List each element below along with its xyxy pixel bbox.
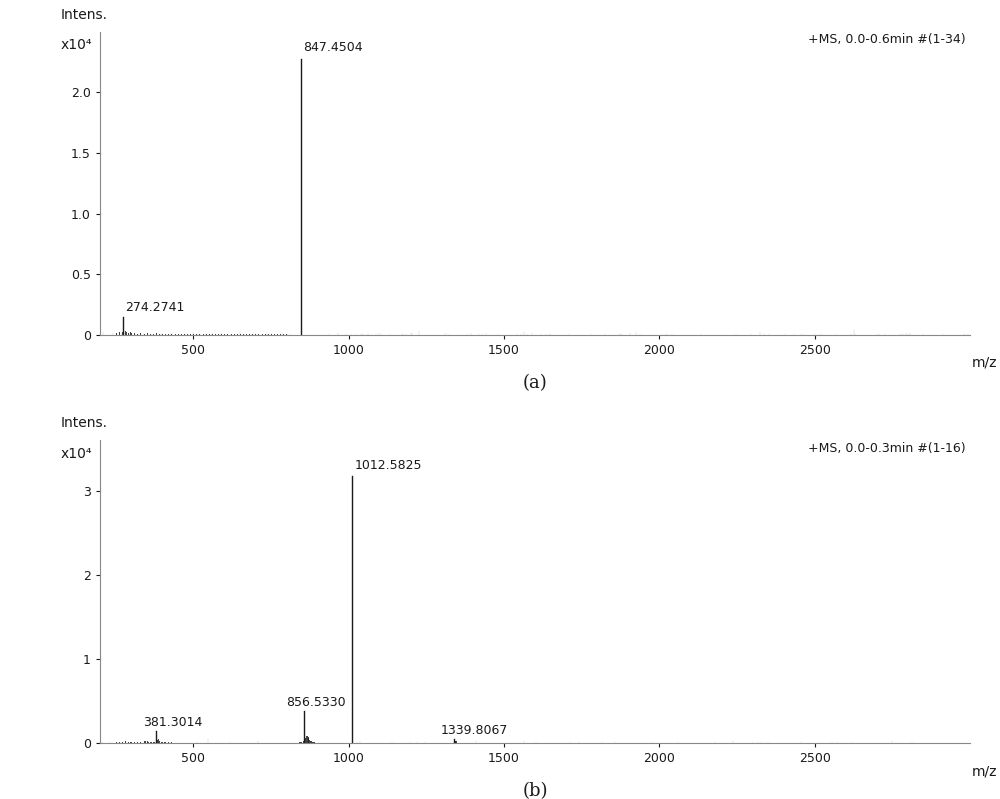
Text: 381.3014: 381.3014 (144, 716, 203, 729)
Text: Intens.: Intens. (61, 8, 108, 22)
Text: +MS, 0.0-0.3min #(1-16): +MS, 0.0-0.3min #(1-16) (808, 442, 966, 455)
Text: m/z: m/z (972, 356, 997, 370)
Text: 1012.5825: 1012.5825 (355, 459, 422, 472)
Text: Intens.: Intens. (61, 416, 108, 431)
Text: x10⁴: x10⁴ (61, 38, 92, 52)
Text: (a): (a) (523, 374, 547, 392)
Text: (b): (b) (522, 782, 548, 799)
Text: m/z: m/z (972, 765, 997, 778)
Text: 1339.8067: 1339.8067 (440, 724, 508, 737)
Text: 847.4504: 847.4504 (304, 41, 363, 54)
Text: 856.5330: 856.5330 (286, 696, 346, 709)
Text: 274.2741: 274.2741 (125, 301, 185, 314)
Text: x10⁴: x10⁴ (61, 447, 92, 460)
Text: +MS, 0.0-0.6min #(1-34): +MS, 0.0-0.6min #(1-34) (808, 34, 966, 46)
